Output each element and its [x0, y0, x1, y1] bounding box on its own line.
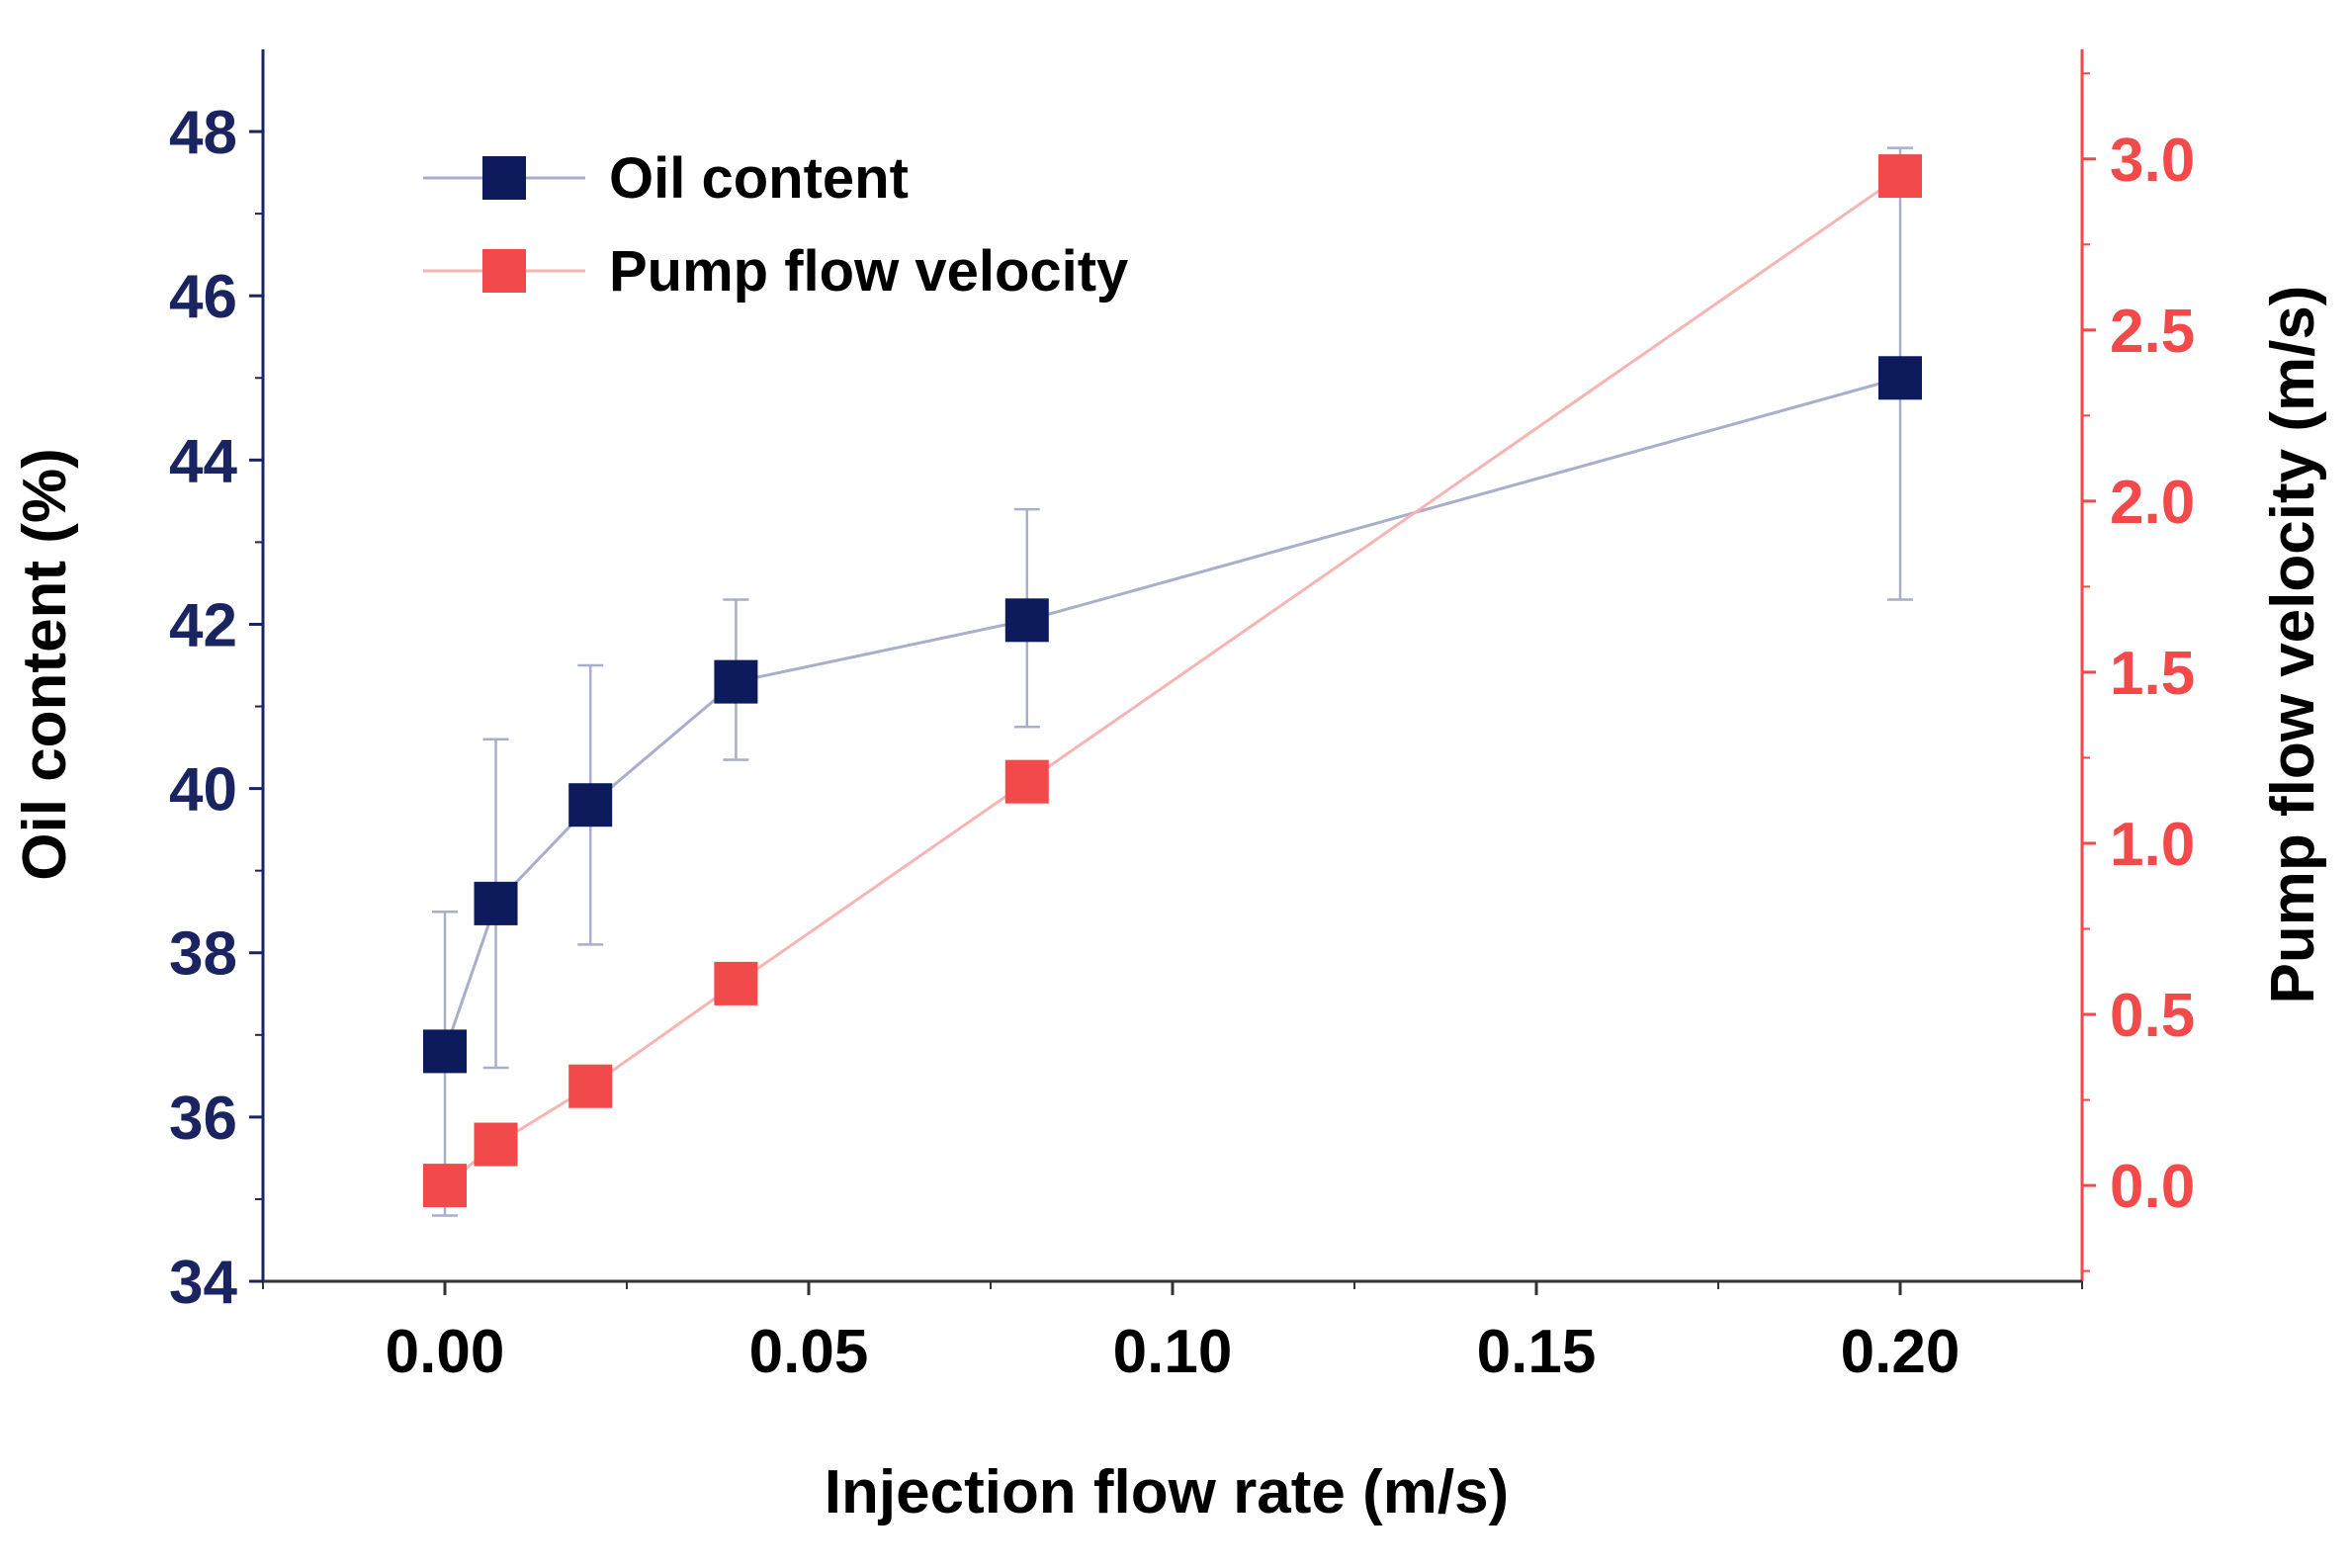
x-axis-title: Injection flow rate (m/s) [825, 1458, 1509, 1526]
y-axis-right-title: Pump flow velocity (m/s) [2259, 286, 2327, 1004]
y-right-tick-label: 2.0 [2110, 469, 2195, 537]
data-point [474, 1122, 518, 1167]
x-tick-label: 0.05 [749, 1318, 869, 1386]
y-axis-left-title: Oil content (%) [11, 448, 79, 880]
legend-label: Oil content [609, 146, 909, 211]
x-tick-label: 0.15 [1477, 1318, 1597, 1386]
series-line [443, 376, 1901, 1052]
series-line [444, 174, 1901, 1187]
y-left-tick-label: 44 [169, 427, 237, 495]
series-oil-content [423, 146, 1922, 1217]
x-tick-label: 0.00 [386, 1318, 505, 1386]
data-point [1004, 598, 1049, 643]
y-right-tick-label: 2.5 [2110, 298, 2195, 366]
y-right-tick-label: 3.0 [2110, 127, 2195, 195]
x-tick-label: 0.10 [1113, 1318, 1233, 1386]
y-left-tick-label: 36 [169, 1085, 237, 1153]
data-point [1878, 154, 1922, 199]
axes: 0.00 0.05 0.10 0.15 0.20 34 36 38 40 42 44 46 48 0.0 0… [169, 49, 2195, 1386]
legend-label: Pump flow velocity [609, 239, 1128, 304]
data-point [423, 1164, 467, 1208]
data-point [714, 659, 758, 704]
data-point [1004, 759, 1049, 804]
data-point [714, 961, 758, 1005]
y-right-tick-label: 1.5 [2110, 640, 2195, 708]
data-point [568, 783, 613, 828]
data-point [474, 881, 518, 925]
y-left-tick-label: 46 [169, 263, 237, 331]
y-left-tick-label: 34 [169, 1249, 237, 1317]
series-pump-flow-velocity [423, 154, 1922, 1208]
y-left-tick-label: 42 [169, 591, 237, 659]
data-point [423, 1029, 467, 1074]
y-right-tick-label: 1.0 [2110, 811, 2195, 879]
y-right-tick-label: 0.5 [2110, 982, 2195, 1050]
y-left-tick-label: 40 [169, 756, 237, 825]
legend-marker [482, 249, 526, 293]
y-left-tick-label: 38 [169, 920, 237, 989]
legend: Oil content Pump flow velocity [423, 146, 1128, 304]
y-right-tick-label: 0.0 [2110, 1153, 2195, 1221]
legend-marker [482, 156, 526, 200]
series-layer [423, 146, 1922, 1217]
x-tick-label: 0.20 [1841, 1318, 1960, 1386]
data-point [568, 1064, 613, 1108]
data-point [1878, 356, 1922, 400]
y-left-tick-label: 48 [169, 99, 237, 167]
